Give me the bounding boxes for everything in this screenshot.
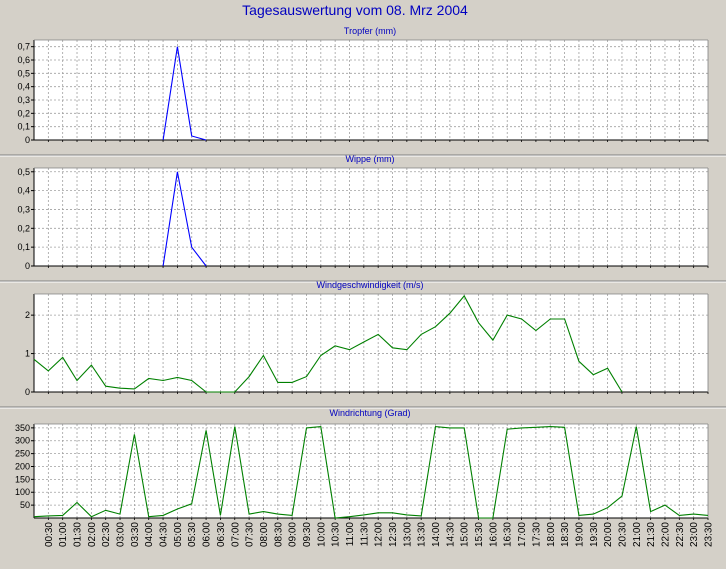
- y-tick-label: 0,1: [17, 122, 30, 132]
- panel-title: Windgeschwindigkeit (m/s): [316, 280, 423, 290]
- y-tick-label: 0,5: [17, 167, 30, 177]
- series-line-1: [33, 294, 623, 393]
- plot-area: [34, 168, 708, 266]
- y-tick-label: 0: [25, 261, 30, 271]
- x-tick-label: 23:30: [704, 522, 715, 547]
- chart-panel-4: Windrichtung (Grad) 50 100 150 200 250 300 350: [15, 408, 709, 520]
- x-tick-label: 05:30: [187, 522, 198, 547]
- x-tick-label: 21:30: [646, 522, 657, 547]
- x-tick-label: 16:00: [488, 522, 499, 547]
- x-tick-label: 20:30: [617, 522, 628, 547]
- x-tick-label: 13:30: [417, 522, 428, 547]
- y-tick-label: 150: [15, 474, 30, 484]
- x-tick-label: 09:00: [288, 522, 299, 547]
- x-tick-label: 08:30: [273, 522, 284, 547]
- y-tick-label: 0,5: [17, 68, 30, 78]
- x-tick-label: 11:30: [359, 522, 370, 547]
- x-tick-label: 09:30: [302, 522, 313, 547]
- series-line-1: [162, 171, 207, 267]
- x-tick-label: 14:30: [445, 522, 456, 547]
- x-tick-label: 05:00: [173, 522, 184, 547]
- y-tick-label: 200: [15, 461, 30, 471]
- x-tick-label: 10:30: [331, 522, 342, 547]
- y-tick-label: 250: [15, 449, 30, 459]
- y-tick-label: 0,3: [17, 204, 30, 214]
- x-tick-label: 04:00: [144, 522, 155, 547]
- x-tick-label: 03:30: [130, 522, 141, 547]
- x-tick-label: 15:30: [474, 522, 485, 547]
- x-tick-label: 14:00: [431, 522, 442, 547]
- panel-title: Windrichtung (Grad): [329, 408, 410, 418]
- series-line-1: [33, 426, 709, 519]
- chart-panel-3: Windgeschwindigkeit (m/s) 0 1 2: [25, 280, 709, 397]
- y-tick-label: 0,6: [17, 55, 30, 65]
- y-tick-label: 350: [15, 423, 30, 433]
- y-tick-label: 0,1: [17, 242, 30, 252]
- x-tick-label: 10:00: [316, 522, 327, 547]
- x-tick-label: 17:30: [531, 522, 542, 547]
- y-tick-label: 2: [25, 310, 30, 320]
- x-tick-label: 22:00: [660, 522, 671, 547]
- x-tick-label: 17:00: [517, 522, 528, 547]
- chart-panel-2: Wippe (mm) 0 0,1 0,2 0,3 0,4 0,5: [17, 154, 709, 271]
- y-tick-label: 100: [15, 487, 30, 497]
- y-tick-label: 0,4: [17, 82, 30, 92]
- x-tick-label: 18:00: [546, 522, 557, 547]
- x-tick-label: 19:30: [589, 522, 600, 547]
- plot-area: [34, 40, 708, 140]
- x-tick-label: 12:00: [374, 522, 385, 547]
- y-tick-label: 300: [15, 436, 30, 446]
- y-tick-label: 1: [25, 349, 30, 359]
- x-tick-label: 18:30: [560, 522, 571, 547]
- panel-title: Wippe (mm): [346, 154, 395, 164]
- x-tick-label: 07:30: [245, 522, 256, 547]
- x-tick-label: 11:00: [345, 522, 356, 547]
- y-tick-label: 0,2: [17, 108, 30, 118]
- y-tick-label: 50: [20, 500, 30, 510]
- x-tick-label: 20:00: [603, 522, 614, 547]
- x-tick-label: 03:00: [116, 522, 127, 547]
- x-tick-label: 22:30: [675, 522, 686, 547]
- x-tick-label: 06:00: [202, 522, 213, 547]
- plot-area: [34, 294, 708, 392]
- x-tick-label: 07:00: [230, 522, 241, 547]
- x-tick-label: 04:30: [159, 522, 170, 547]
- chart-panel-1: Tropfer (mm) 0 0,1 0,2 0,3 0,4 0,5 0,6 0,7: [17, 26, 709, 145]
- x-tick-label: 00:30: [44, 522, 55, 547]
- x-tick-label: 12:30: [388, 522, 399, 547]
- x-tick-label: 02:30: [101, 522, 112, 547]
- panel-title: Tropfer (mm): [344, 26, 396, 36]
- x-tick-label: 06:30: [216, 522, 227, 547]
- main-title: Tagesauswertung vom 08. Mrz 2004: [242, 2, 468, 18]
- x-tick-label: 15:00: [460, 522, 471, 547]
- y-tick-label: 0,7: [17, 42, 30, 52]
- x-tick-label: 01:00: [58, 522, 69, 547]
- y-tick-label: 0: [25, 135, 30, 145]
- x-tick-label: 19:00: [574, 522, 585, 547]
- x-tick-label: 13:00: [402, 522, 413, 547]
- x-tick-label: 02:00: [87, 522, 98, 547]
- x-tick-label: 23:00: [689, 522, 700, 547]
- x-tick-label: 08:00: [259, 522, 270, 547]
- y-tick-label: 0,2: [17, 223, 30, 233]
- y-tick-label: 0: [25, 387, 30, 397]
- x-tick-label: 01:30: [73, 522, 84, 547]
- x-tick-label: 16:30: [503, 522, 514, 547]
- y-tick-label: 0,4: [17, 186, 30, 196]
- x-tick-label: 21:00: [632, 522, 643, 547]
- y-tick-label: 0,3: [17, 95, 30, 105]
- series-line-1: [162, 46, 207, 141]
